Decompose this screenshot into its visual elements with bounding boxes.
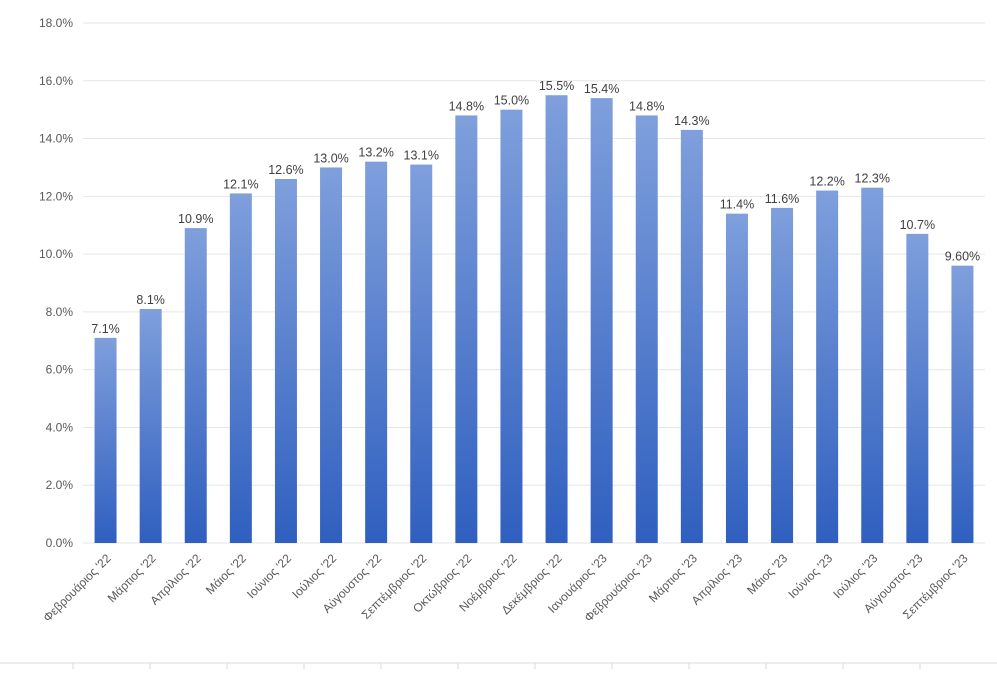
bar [500, 109, 523, 544]
x-tick-label: Φεβρουάριος '22 [40, 551, 114, 625]
y-tick-label: 16.0% [39, 74, 73, 88]
bar [725, 213, 748, 543]
bar [906, 233, 929, 543]
y-tick-label: 14.0% [39, 132, 73, 146]
data-label: 14.3% [674, 114, 709, 128]
data-label: 8.1% [136, 293, 165, 307]
data-label: 11.6% [765, 192, 800, 206]
data-label: 15.5% [539, 79, 574, 93]
x-tick-label: Ιούνιος '23 [785, 551, 835, 601]
y-tick-label: 12.0% [39, 189, 73, 203]
data-label: 10.9% [178, 212, 213, 226]
bar [229, 193, 252, 543]
bar [951, 265, 974, 543]
bar [94, 337, 117, 543]
x-tick-label: Μάιος '23 [744, 551, 790, 597]
data-label: 12.2% [809, 175, 844, 189]
y-tick-label: 2.0% [46, 478, 74, 492]
bar [861, 187, 884, 543]
data-label: 14.8% [449, 99, 484, 113]
bar [680, 129, 703, 543]
bar [320, 167, 343, 543]
bar [816, 190, 839, 544]
gridlines [83, 22, 985, 544]
bars [94, 95, 974, 544]
data-labels: 7.1% 8.1% 10.9% 12.1% 12.6% 13.0% 13.2% 13.1% 14… [91, 79, 980, 336]
bar [139, 309, 162, 543]
bar [410, 164, 433, 544]
data-label: 15.0% [494, 94, 529, 108]
bar [184, 228, 207, 543]
x-tick-label: Μάιος '22 [203, 551, 249, 597]
y-tick-label: 6.0% [46, 363, 74, 377]
bottom-axis [0, 662, 997, 669]
bar [455, 115, 478, 543]
y-tick-label: 10.0% [39, 247, 73, 261]
data-label: 10.7% [900, 218, 935, 232]
data-label: 9.60% [945, 250, 980, 264]
data-label: 12.1% [223, 177, 258, 191]
data-label: 12.6% [268, 163, 303, 177]
data-label: 13.1% [404, 149, 439, 163]
data-label: 7.1% [91, 322, 120, 336]
data-label: 13.0% [313, 151, 348, 165]
data-label: 15.4% [584, 82, 619, 96]
y-axis-tick-labels: 0.0% 2.0% 4.0% 6.0% 8.0% 10.0% 12.0% 14.0% 16.0%… [39, 16, 73, 550]
bar [274, 179, 297, 543]
x-tick-label: Ιούνιος '22 [244, 551, 294, 601]
y-tick-label: 0.0% [46, 536, 74, 550]
y-tick-label: 18.0% [39, 16, 73, 30]
data-label: 12.3% [855, 172, 890, 186]
bar [635, 115, 658, 543]
y-tick-label: 8.0% [46, 305, 74, 319]
data-label: 14.8% [629, 99, 664, 113]
bar [771, 207, 794, 543]
y-tick-label: 4.0% [46, 420, 74, 434]
data-label: 11.4% [720, 198, 755, 212]
bar [590, 98, 613, 543]
data-label: 13.2% [358, 146, 393, 160]
bar [365, 161, 388, 543]
bar [545, 95, 568, 543]
